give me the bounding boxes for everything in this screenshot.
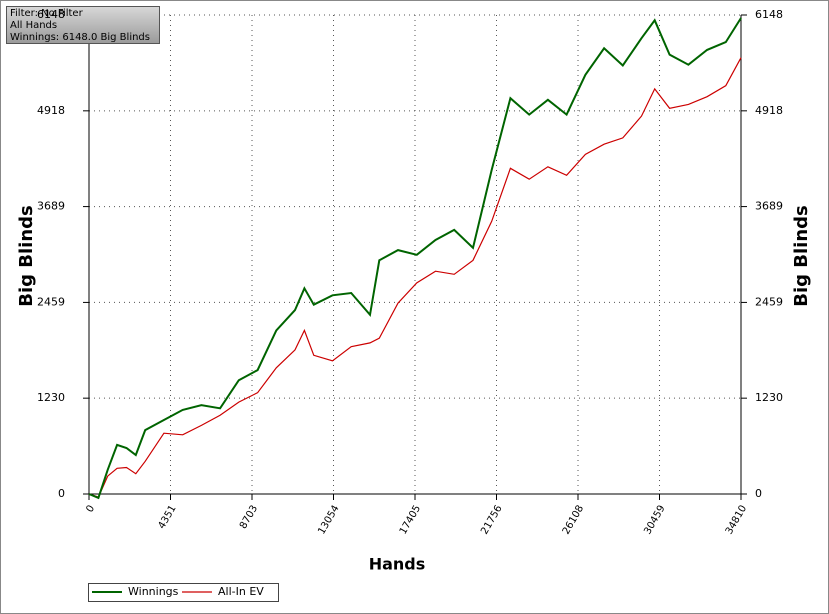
info-line: Filter: No Filter: [10, 8, 84, 19]
x-axis-label: Hands: [369, 555, 426, 574]
legend-label: All-In EV: [218, 585, 264, 598]
info-line: All Hands: [10, 20, 57, 31]
y2-tick-label: 1230: [755, 391, 783, 404]
y2-tick-label: 4918: [755, 104, 783, 117]
y-axis-label: Big Blinds: [16, 205, 37, 307]
series-line: [88, 57, 742, 498]
plot-area: [83, 14, 747, 500]
info-box: [6, 6, 160, 44]
y2-tick-label: 3689: [755, 200, 783, 213]
x-tick-label: 0: [84, 504, 97, 515]
y2-tick-label: 6148: [755, 8, 783, 21]
series-line: [88, 17, 742, 500]
y-tick-label: 6148: [37, 8, 65, 21]
y-tick-label: 3689: [37, 200, 65, 213]
y-tick-label: 1230: [37, 391, 65, 404]
y2-tick-label: 0: [755, 487, 762, 500]
y-tick-label: 4918: [37, 104, 65, 117]
info-line: Winnings: 6148.0 Big Blinds: [10, 32, 150, 43]
y-tick-label: 0: [58, 487, 65, 500]
y-tick-label: 2459: [37, 295, 65, 308]
y2-axis-label: Big Blinds: [791, 205, 812, 307]
y2-tick-label: 2459: [755, 295, 783, 308]
legend-label: Winnings: [128, 585, 179, 598]
